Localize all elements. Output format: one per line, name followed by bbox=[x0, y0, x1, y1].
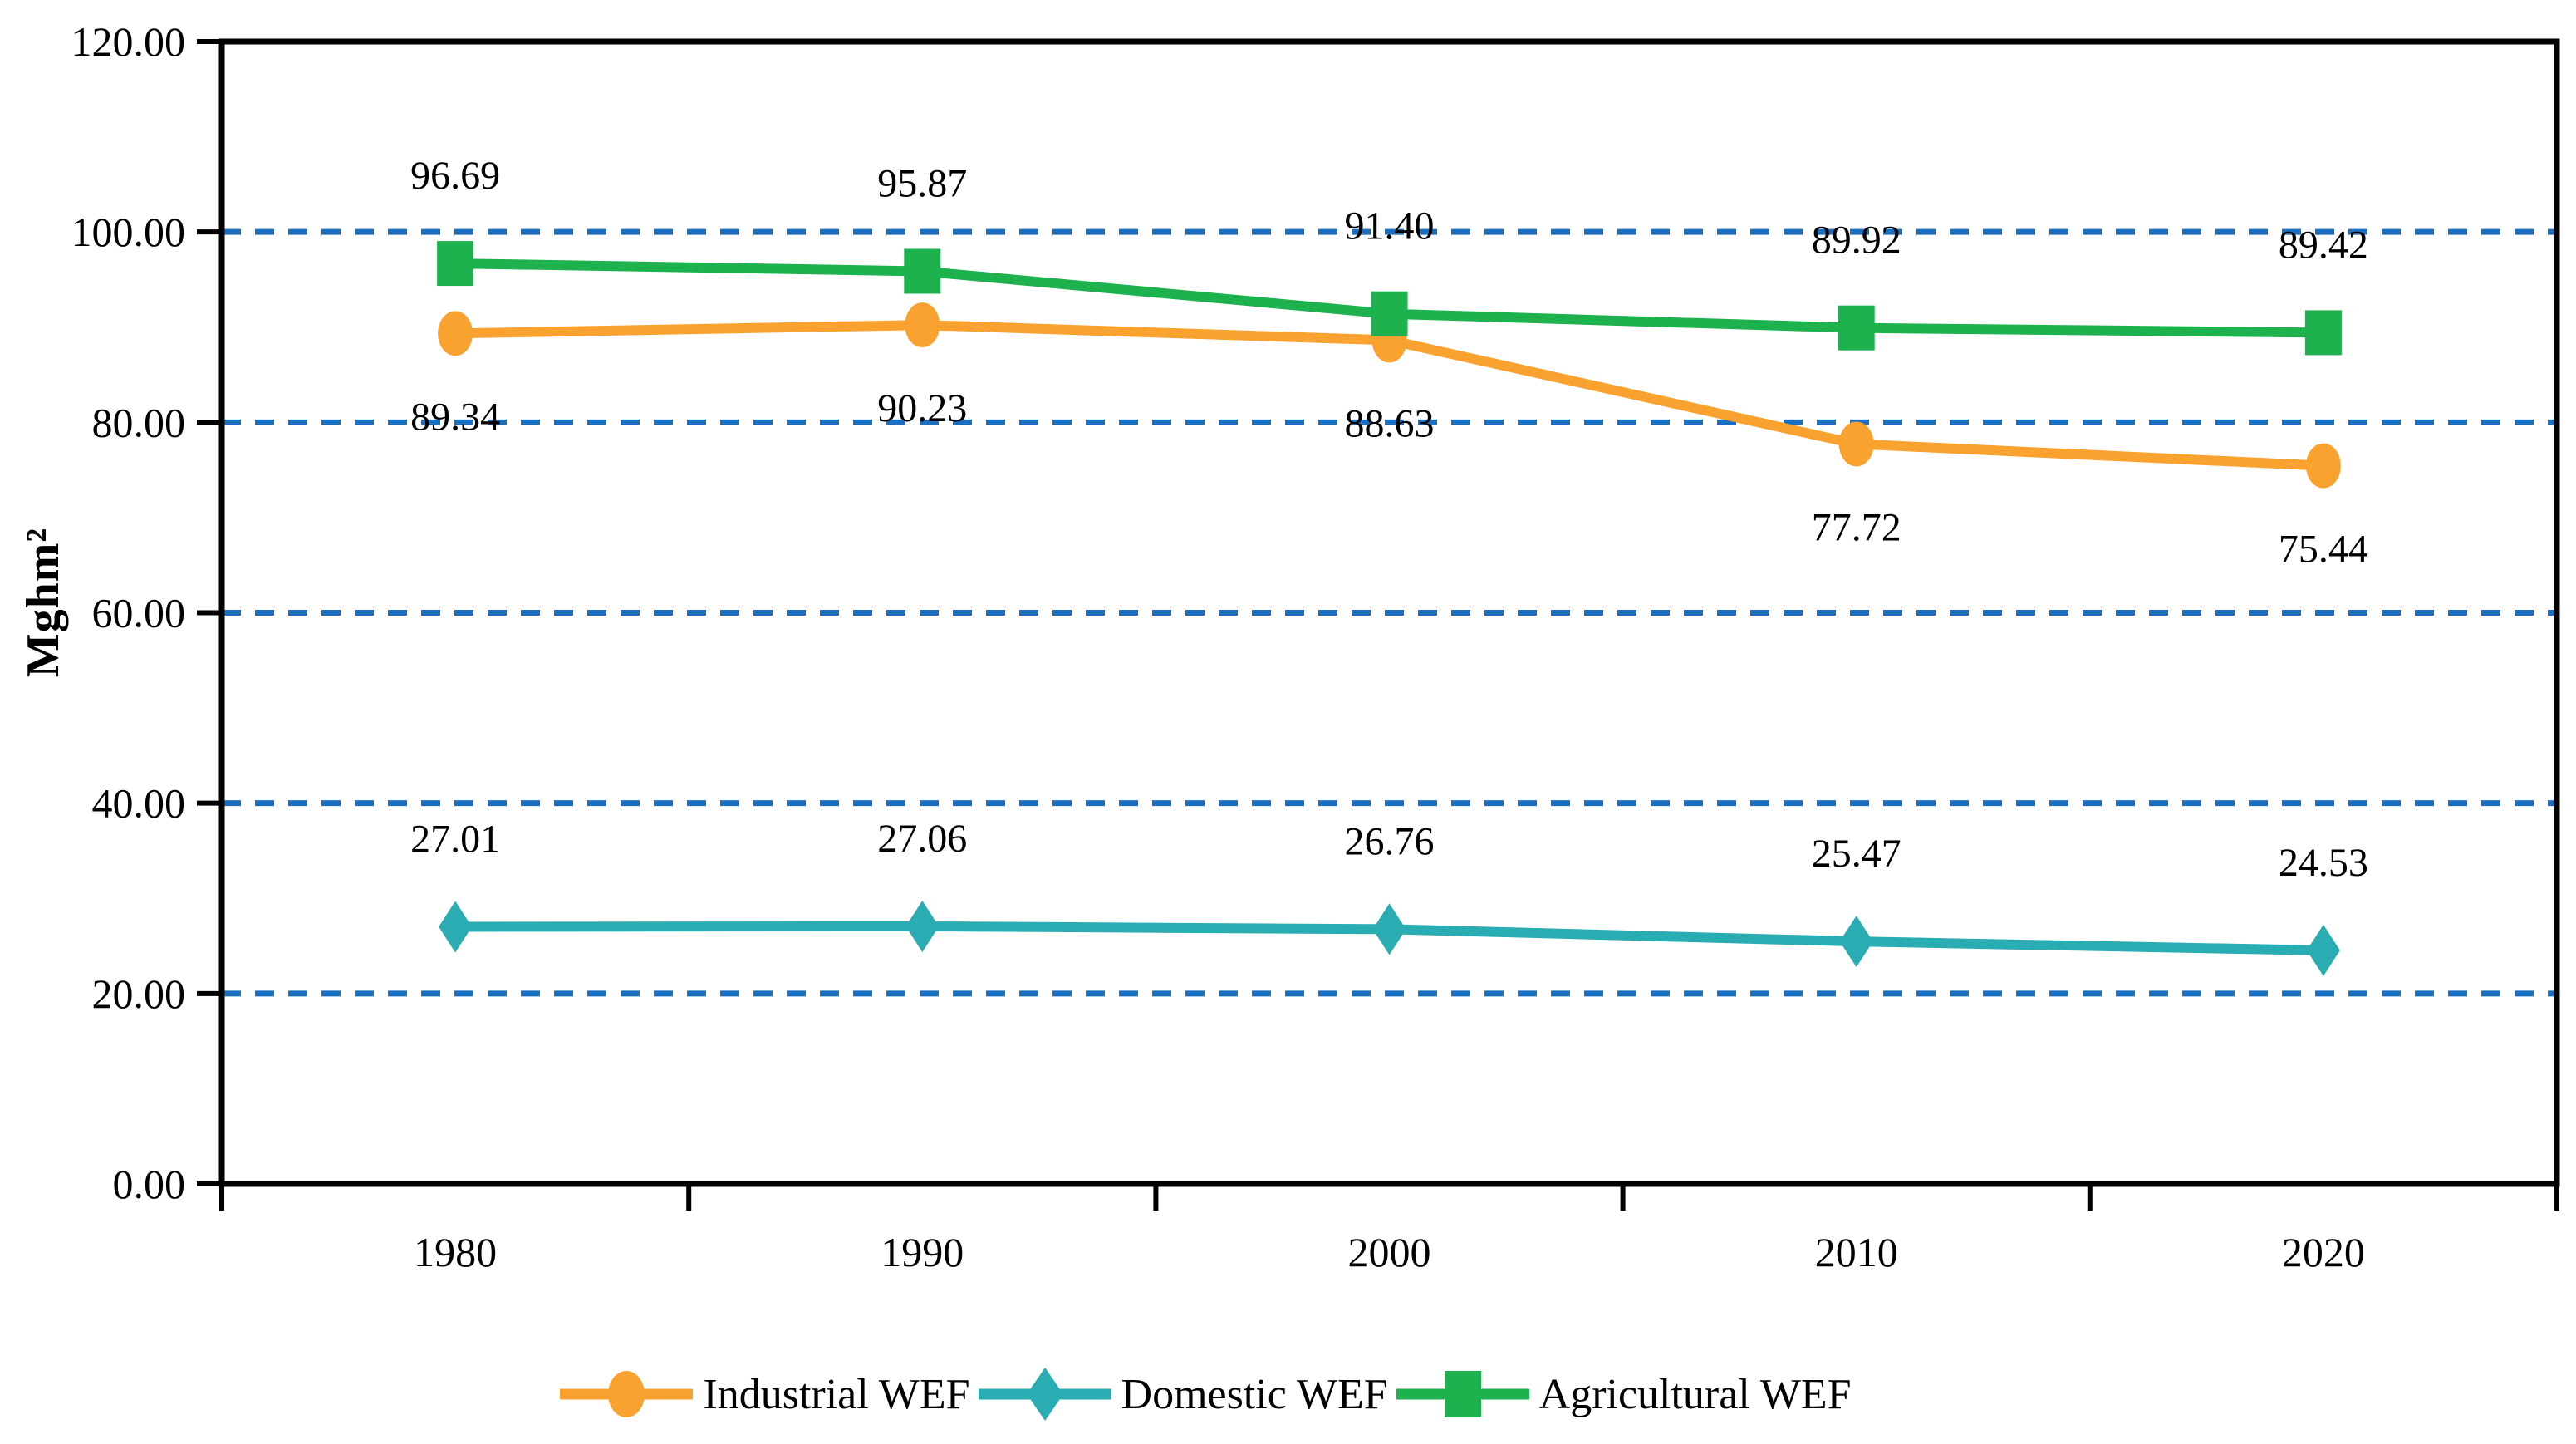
marker-domestic-wef-2020 bbox=[2306, 924, 2340, 976]
agricultural-wef-legend-marker bbox=[1444, 1371, 1481, 1417]
x-tick-label-1990: 1990 bbox=[881, 1229, 964, 1275]
marker-agricultural-wef-2010 bbox=[1838, 305, 1875, 351]
data-label-agricultural-wef-1990: 95.87 bbox=[877, 161, 967, 205]
x-tick-label-1980: 1980 bbox=[414, 1229, 497, 1275]
legend-label-domestic-wef: Domestic WEF bbox=[1121, 1370, 1388, 1418]
y-tick-label-80.00: 80.00 bbox=[92, 399, 186, 445]
marker-domestic-wef-1980 bbox=[439, 901, 473, 953]
legend-item-industrial-wef: Industrial WEF bbox=[560, 1361, 976, 1427]
domestic-wef-legend-marker bbox=[1026, 1368, 1063, 1421]
data-label-industrial-wef-2020: 75.44 bbox=[2279, 528, 2368, 572]
legend-label-agricultural-wef: Agricultural WEF bbox=[1538, 1370, 1852, 1418]
data-label-industrial-wef-2010: 77.72 bbox=[1812, 505, 1901, 549]
y-tick-label-20.00: 20.00 bbox=[92, 970, 186, 1017]
marker-agricultural-wef-1990 bbox=[904, 248, 941, 294]
marker-agricultural-wef-2000 bbox=[1371, 291, 1408, 336]
marker-industrial-wef-2010 bbox=[1838, 421, 1874, 467]
x-tick-label-2000: 2000 bbox=[1348, 1229, 1431, 1275]
data-label-domestic-wef-2010: 25.47 bbox=[1812, 832, 1901, 876]
marker-domestic-wef-1990 bbox=[905, 900, 940, 952]
data-label-industrial-wef-1980: 89.34 bbox=[410, 395, 500, 439]
domestic-wef-legend-marker-icon bbox=[978, 1368, 1111, 1421]
legend: Industrial WEF Domestic WEF Agricultural W… bbox=[0, 1353, 2497, 1436]
legend-label-industrial-wef: Industrial WEF bbox=[703, 1370, 970, 1418]
agricultural-wef-legend-marker-icon bbox=[1396, 1371, 1529, 1417]
y-tick-label-0.00: 0.00 bbox=[113, 1161, 186, 1207]
data-label-domestic-wef-1980: 27.01 bbox=[410, 818, 500, 862]
marker-industrial-wef-1990 bbox=[905, 302, 940, 348]
industrial-wef-legend-marker-icon bbox=[560, 1371, 694, 1417]
data-label-agricultural-wef-2000: 91.40 bbox=[1345, 204, 1435, 248]
y-tick-label-100.00: 100.00 bbox=[71, 209, 186, 255]
data-label-agricultural-wef-1980: 96.69 bbox=[410, 154, 500, 198]
data-label-domestic-wef-2000: 26.76 bbox=[1345, 819, 1435, 863]
marker-domestic-wef-2000 bbox=[1372, 903, 1406, 955]
data-label-agricultural-wef-2010: 89.92 bbox=[1812, 219, 1901, 263]
x-tick-label-2010: 2010 bbox=[1815, 1229, 1898, 1275]
data-label-domestic-wef-2020: 24.53 bbox=[2279, 841, 2368, 885]
marker-industrial-wef-1980 bbox=[438, 311, 473, 356]
y-tick-label-120.00: 120.00 bbox=[71, 18, 186, 65]
marker-agricultural-wef-2020 bbox=[2304, 310, 2342, 356]
industrial-wef-legend-marker bbox=[608, 1371, 645, 1417]
y-tick-label-60.00: 60.00 bbox=[92, 590, 186, 636]
marker-agricultural-wef-1980 bbox=[437, 241, 474, 287]
marker-domestic-wef-2010 bbox=[1839, 916, 1873, 968]
legend-item-domestic-wef: Domestic WEF bbox=[978, 1361, 1395, 1427]
data-label-industrial-wef-2000: 88.63 bbox=[1345, 401, 1435, 445]
marker-industrial-wef-2020 bbox=[2305, 443, 2341, 489]
data-label-agricultural-wef-2020: 89.42 bbox=[2279, 223, 2368, 267]
data-label-industrial-wef-1990: 90.23 bbox=[877, 386, 967, 430]
x-tick-label-2020: 2020 bbox=[2282, 1229, 2365, 1275]
legend-item-agricultural-wef: Agricultural WEF bbox=[1396, 1361, 1858, 1427]
data-label-domestic-wef-1990: 27.06 bbox=[877, 817, 967, 861]
y-tick-label-40.00: 40.00 bbox=[92, 780, 186, 827]
